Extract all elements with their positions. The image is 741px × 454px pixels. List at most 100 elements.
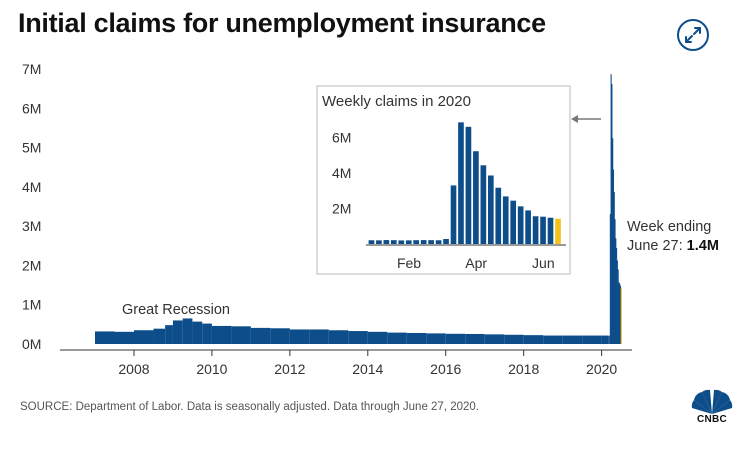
inset-series	[368, 122, 561, 244]
latest-date-label: June 27:	[627, 238, 683, 254]
inset-y-tick-label: 2M	[332, 201, 351, 217]
latest-value: 1.4M	[686, 238, 719, 254]
inset-weekly-bar	[532, 216, 539, 244]
weekly-claims-bar	[289, 329, 310, 344]
weekly-claims-bar	[114, 331, 134, 344]
inset-x-tick-label: Jun	[532, 255, 555, 271]
weekly-claims-bar	[250, 327, 271, 344]
inset-latest-bar	[555, 218, 561, 244]
cnbc-logo-text: CNBC	[696, 414, 728, 425]
y-tick-label: 2M	[22, 257, 41, 273]
weekly-claims-bar	[348, 331, 368, 344]
weekly-claims-bar	[610, 74, 612, 344]
weekly-claims-bar	[608, 335, 610, 344]
weekly-claims-bar	[202, 323, 212, 344]
weekly-claims-bar	[172, 320, 183, 344]
inset-weekly-bar	[473, 151, 479, 244]
weekly-claims-bar	[426, 333, 446, 344]
main-y-axis: 0M 1M 2M 3M 4M 5M 6M 7M	[22, 61, 41, 352]
weekly-claims-bar	[309, 329, 329, 344]
inset-x-axis: Feb Apr Jun	[397, 255, 555, 271]
inset-weekly-bar	[405, 240, 412, 244]
inset-panel: 2M 4M 6M Feb Apr Jun	[316, 85, 571, 275]
weekly-claims-bar	[609, 214, 611, 344]
weekly-claims-bar	[484, 334, 505, 345]
weekly-claims-bar	[612, 169, 615, 344]
x-tick-label: 2020	[586, 361, 617, 377]
weekly-claims-bar	[445, 333, 466, 344]
inset-weekly-bar	[465, 126, 472, 244]
inset-weekly-bar	[487, 175, 494, 244]
weekly-claims-bar	[614, 219, 616, 344]
source-note: SOURCE: Department of Labor. Data is sea…	[20, 401, 479, 413]
inset-weekly-bar	[368, 240, 375, 244]
weekly-claims-bar	[523, 335, 544, 344]
y-tick-label: 0M	[22, 336, 41, 352]
inset-weekly-bar	[443, 239, 449, 244]
weekly-claims-bar	[211, 325, 232, 344]
inset-weekly-bar	[540, 216, 546, 244]
expand-arrows-icon	[677, 19, 709, 51]
inset-weekly-bar	[510, 200, 517, 244]
inset-weekly-bar	[480, 165, 487, 244]
inset-y-tick-label: 6M	[332, 130, 351, 146]
inset-weekly-bar	[376, 240, 382, 244]
inset-x-tick-label: Feb	[397, 255, 421, 271]
weekly-claims-bar	[165, 325, 173, 344]
inset-weekly-bar	[420, 240, 427, 244]
weekly-claims-bar	[619, 285, 622, 344]
y-tick-label: 6M	[22, 100, 41, 116]
inset-weekly-bar	[495, 187, 502, 244]
cnbc-logo[interactable]	[688, 388, 736, 428]
weekly-claims-bar	[613, 192, 615, 344]
weekly-claims-bar	[618, 282, 620, 344]
week-ending-annotation: Week ending	[627, 219, 712, 235]
inset-weekly-bar	[517, 206, 524, 244]
weekly-claims-bar	[582, 335, 602, 344]
latest-value-annotation: June 27: 1.4M	[627, 238, 719, 254]
weekly-claims-bar	[192, 321, 203, 344]
inset-weekly-bar	[525, 210, 531, 244]
weekly-claims-bar	[543, 335, 563, 344]
weekly-claims-bar	[616, 260, 618, 344]
inset-weekly-bar	[450, 185, 457, 244]
inset-pointer-arrow	[571, 115, 601, 123]
weekly-claims-bar	[601, 335, 609, 344]
weekly-claims-bar	[465, 333, 485, 344]
weekly-claims-bar	[367, 331, 388, 344]
latest-week-bar	[620, 287, 622, 344]
inset-weekly-bar	[383, 240, 390, 244]
weekly-claims-bar	[270, 328, 290, 344]
y-tick-label: 7M	[22, 61, 41, 77]
x-tick-label: 2014	[352, 361, 383, 377]
weekly-claims-bar	[182, 318, 193, 344]
inset-y-tick-label: 4M	[332, 165, 351, 181]
inset-x-tick-label: Apr	[465, 255, 487, 271]
page-title: Initial claims for unemployment insuranc…	[18, 8, 546, 38]
weekly-claims-bar	[406, 333, 427, 344]
weekly-claims-bar	[612, 138, 614, 344]
weekly-claims-bar	[619, 283, 621, 344]
inset-weekly-bar	[547, 217, 554, 244]
y-tick-label: 5M	[22, 140, 41, 156]
weekly-claims-bar	[153, 328, 166, 344]
weekly-claims-bar	[387, 332, 407, 344]
inset-y-axis: 2M 4M 6M	[332, 130, 351, 217]
inset-weekly-bar	[502, 196, 509, 244]
weekly-claims-bar	[611, 84, 613, 345]
x-tick-label: 2018	[508, 361, 539, 377]
weekly-claims-bar	[504, 334, 524, 344]
recession-annotation: Great Recession	[122, 302, 230, 318]
weekly-claims-bar	[615, 238, 617, 344]
weekly-claims-bar	[133, 330, 154, 344]
inset-title: Weekly claims in 2020	[322, 93, 471, 110]
weekly-claims-bar	[562, 335, 583, 344]
x-tick-label: 2012	[274, 361, 305, 377]
x-tick-label: 2016	[430, 361, 461, 377]
inset-weekly-bar	[398, 240, 405, 244]
main-x-axis: 2008 2010 2012 2014 2016 2018 2020	[118, 350, 617, 377]
main-series	[95, 74, 622, 345]
expand-button[interactable]	[676, 18, 710, 52]
y-tick-label: 1M	[22, 297, 41, 313]
y-tick-label: 3M	[22, 218, 41, 234]
